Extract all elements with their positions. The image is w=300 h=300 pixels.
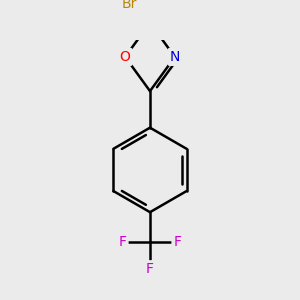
Text: O: O (120, 50, 130, 64)
Text: F: F (173, 235, 181, 249)
Text: F: F (146, 262, 154, 276)
Text: F: F (118, 235, 127, 249)
Text: Br: Br (121, 0, 136, 11)
Text: N: N (169, 50, 180, 64)
